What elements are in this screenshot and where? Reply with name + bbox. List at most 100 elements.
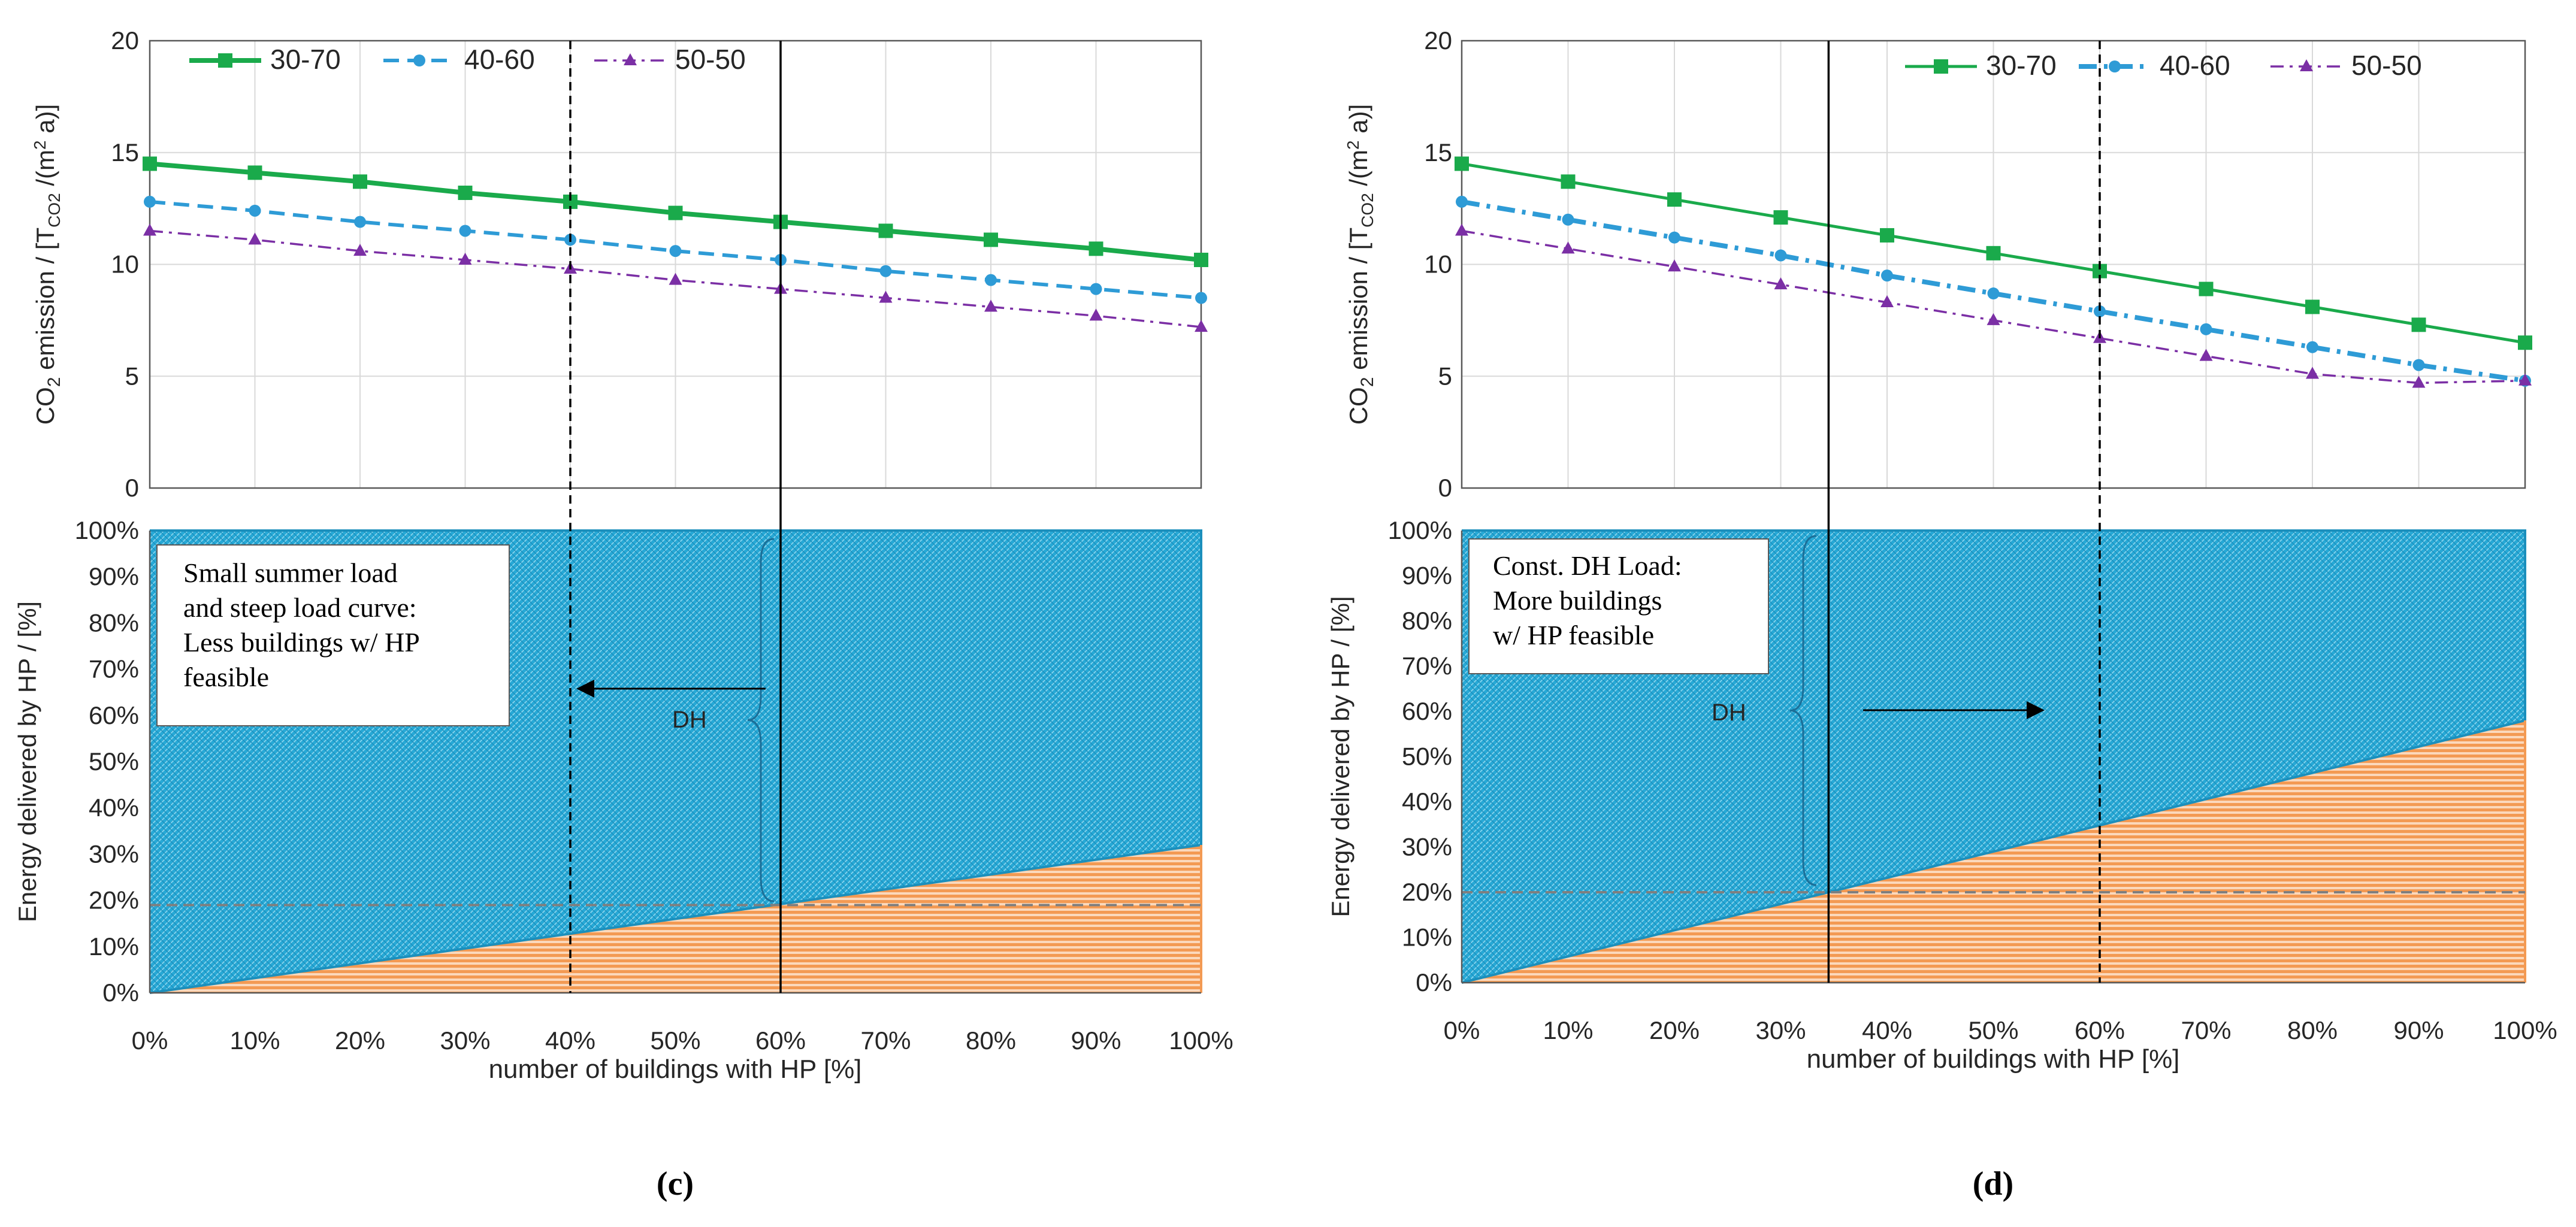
- legend-label-50-50: 50-50: [2351, 50, 2422, 81]
- annotation-text-line: Const. DH Load:: [1493, 550, 1682, 581]
- area-y-tick-label: 50%: [89, 747, 139, 775]
- x-tick-label: 100%: [1169, 1026, 1233, 1055]
- marker-point-40-60: [459, 225, 471, 237]
- y-label-subscript: 2: [1357, 377, 1377, 387]
- y-label-superscript: 2: [31, 140, 49, 150]
- legend-marker-50-50: [2300, 59, 2313, 71]
- marker-point-30-70: [1089, 241, 1103, 256]
- area-boundary-line: [1461, 719, 2526, 984]
- marker-point-50-50: [1668, 259, 1681, 272]
- marker-point-40-60: [249, 204, 261, 217]
- x-tick-label: 20%: [1649, 1016, 1700, 1044]
- x-tick-label: 90%: [1071, 1026, 1121, 1055]
- area-y-tick-label: 10%: [1402, 923, 1452, 952]
- area-boundary-line: [149, 843, 1202, 994]
- panel-label: (d): [1973, 1165, 2013, 1202]
- annotation-text-line: Less buildings w/ HP: [183, 627, 420, 658]
- marker-point-30-70: [1667, 192, 1682, 207]
- area-y-tick-label: 0%: [1416, 968, 1452, 996]
- marker-point-40-60: [2200, 323, 2212, 335]
- area-y-tick-label: 40%: [89, 793, 139, 822]
- marker-point-50-50: [2412, 375, 2426, 388]
- legend-label-50-50: 50-50: [675, 44, 746, 75]
- marker-point-50-50: [143, 223, 156, 236]
- marker-point-50-50: [2199, 349, 2213, 361]
- x-tick-label: 50%: [650, 1026, 700, 1055]
- legend-marker-30-70: [1934, 59, 1948, 74]
- marker-point-30-70: [247, 165, 262, 180]
- y-label-part: emission / [T: [1344, 228, 1372, 377]
- line-y-tick-label: 5: [125, 362, 139, 390]
- marker-point-50-50: [1880, 295, 1894, 307]
- area-y-tick-label: 50%: [1402, 743, 1452, 771]
- marker-point-30-70: [2305, 299, 2320, 314]
- marker-point-40-60: [879, 265, 892, 277]
- legend-label-40-60: 40-60: [2160, 50, 2230, 81]
- annotation-text-line: feasible: [183, 662, 269, 692]
- annotation-box: [1468, 538, 1769, 674]
- line-y-tick-label: 20: [111, 26, 139, 54]
- marker-point-30-70: [1455, 156, 1469, 171]
- marker-point-30-70: [984, 232, 998, 247]
- marker-point-30-70: [143, 156, 157, 171]
- marker-point-30-70: [668, 205, 683, 220]
- marker-point-30-70: [353, 174, 367, 189]
- marker-point-30-70: [1194, 253, 1208, 268]
- marker-point-50-50: [2306, 366, 2319, 379]
- area-y-axis-label: Energy delivered by HP / [%]: [1326, 596, 1354, 917]
- annotation-text-line: Small summer load: [183, 558, 398, 588]
- area-y-tick-label: 100%: [1388, 516, 1452, 544]
- y-label-part: a)]: [1344, 104, 1372, 141]
- marker-point-40-60: [1562, 213, 1574, 226]
- area-y-tick-label: 90%: [1402, 562, 1452, 590]
- x-tick-label: 80%: [2287, 1016, 2338, 1044]
- marker-point-50-50: [669, 272, 682, 285]
- marker-point-50-50: [879, 290, 893, 303]
- annotation-text-line: w/ HP feasible: [1493, 620, 1654, 650]
- annotation-text-line: and steep load curve:: [183, 592, 417, 623]
- x-tick-label: 70%: [860, 1026, 911, 1055]
- marker-point-50-50: [248, 232, 262, 245]
- marker-point-40-60: [669, 245, 682, 257]
- marker-point-30-70: [1561, 174, 1576, 189]
- marker-point-30-70: [1986, 246, 2001, 260]
- legend-marker-50-50: [624, 53, 637, 65]
- marker-point-40-60: [354, 216, 366, 228]
- marker-point-40-60: [2306, 341, 2318, 353]
- y-label-part: /(m: [1344, 150, 1372, 193]
- x-tick-label: 10%: [1543, 1016, 1593, 1044]
- area-y-tick-label: 30%: [89, 840, 139, 868]
- area-y-tick-label: 60%: [89, 701, 139, 729]
- line-y-tick-label: 20: [1424, 26, 1452, 54]
- legend-marker-40-60: [2109, 60, 2121, 72]
- marker-point-50-50: [2518, 373, 2532, 386]
- marker-point-30-70: [1773, 210, 1788, 225]
- y-label-part: a)]: [31, 104, 59, 141]
- marker-point-50-50: [984, 299, 997, 312]
- legend-marker-30-70: [218, 53, 232, 68]
- y-label-part: emission / [T: [31, 228, 59, 377]
- marker-point-50-50: [1774, 277, 1788, 290]
- area-y-tick-label: 20%: [89, 886, 139, 914]
- x-tick-label: 70%: [2181, 1016, 2231, 1044]
- annotation-box: [156, 544, 510, 726]
- marker-point-50-50: [1089, 308, 1103, 321]
- area-y-tick-label: 90%: [89, 562, 139, 590]
- x-tick-label: 100%: [2493, 1016, 2557, 1044]
- area-y-axis-label: Energy delivered by HP / [%]: [13, 601, 41, 922]
- x-tick-label: 0%: [132, 1026, 168, 1055]
- marker-point-40-60: [2094, 305, 2106, 317]
- legend-label-30-70: 30-70: [270, 44, 341, 75]
- x-tick-label: 40%: [1862, 1016, 1912, 1044]
- y-label-subscript: CO2: [1358, 193, 1377, 228]
- dh-label: DH: [672, 707, 707, 733]
- marker-point-40-60: [1195, 292, 1207, 304]
- line-y-tick-label: 10: [1424, 250, 1452, 278]
- dh-brace: [1789, 535, 1817, 886]
- marker-point-50-50: [1561, 241, 1575, 254]
- x-axis-label: number of buildings with HP [%]: [1807, 1044, 2180, 1074]
- x-tick-label: 50%: [1968, 1016, 2018, 1044]
- x-tick-label: 90%: [2393, 1016, 2444, 1044]
